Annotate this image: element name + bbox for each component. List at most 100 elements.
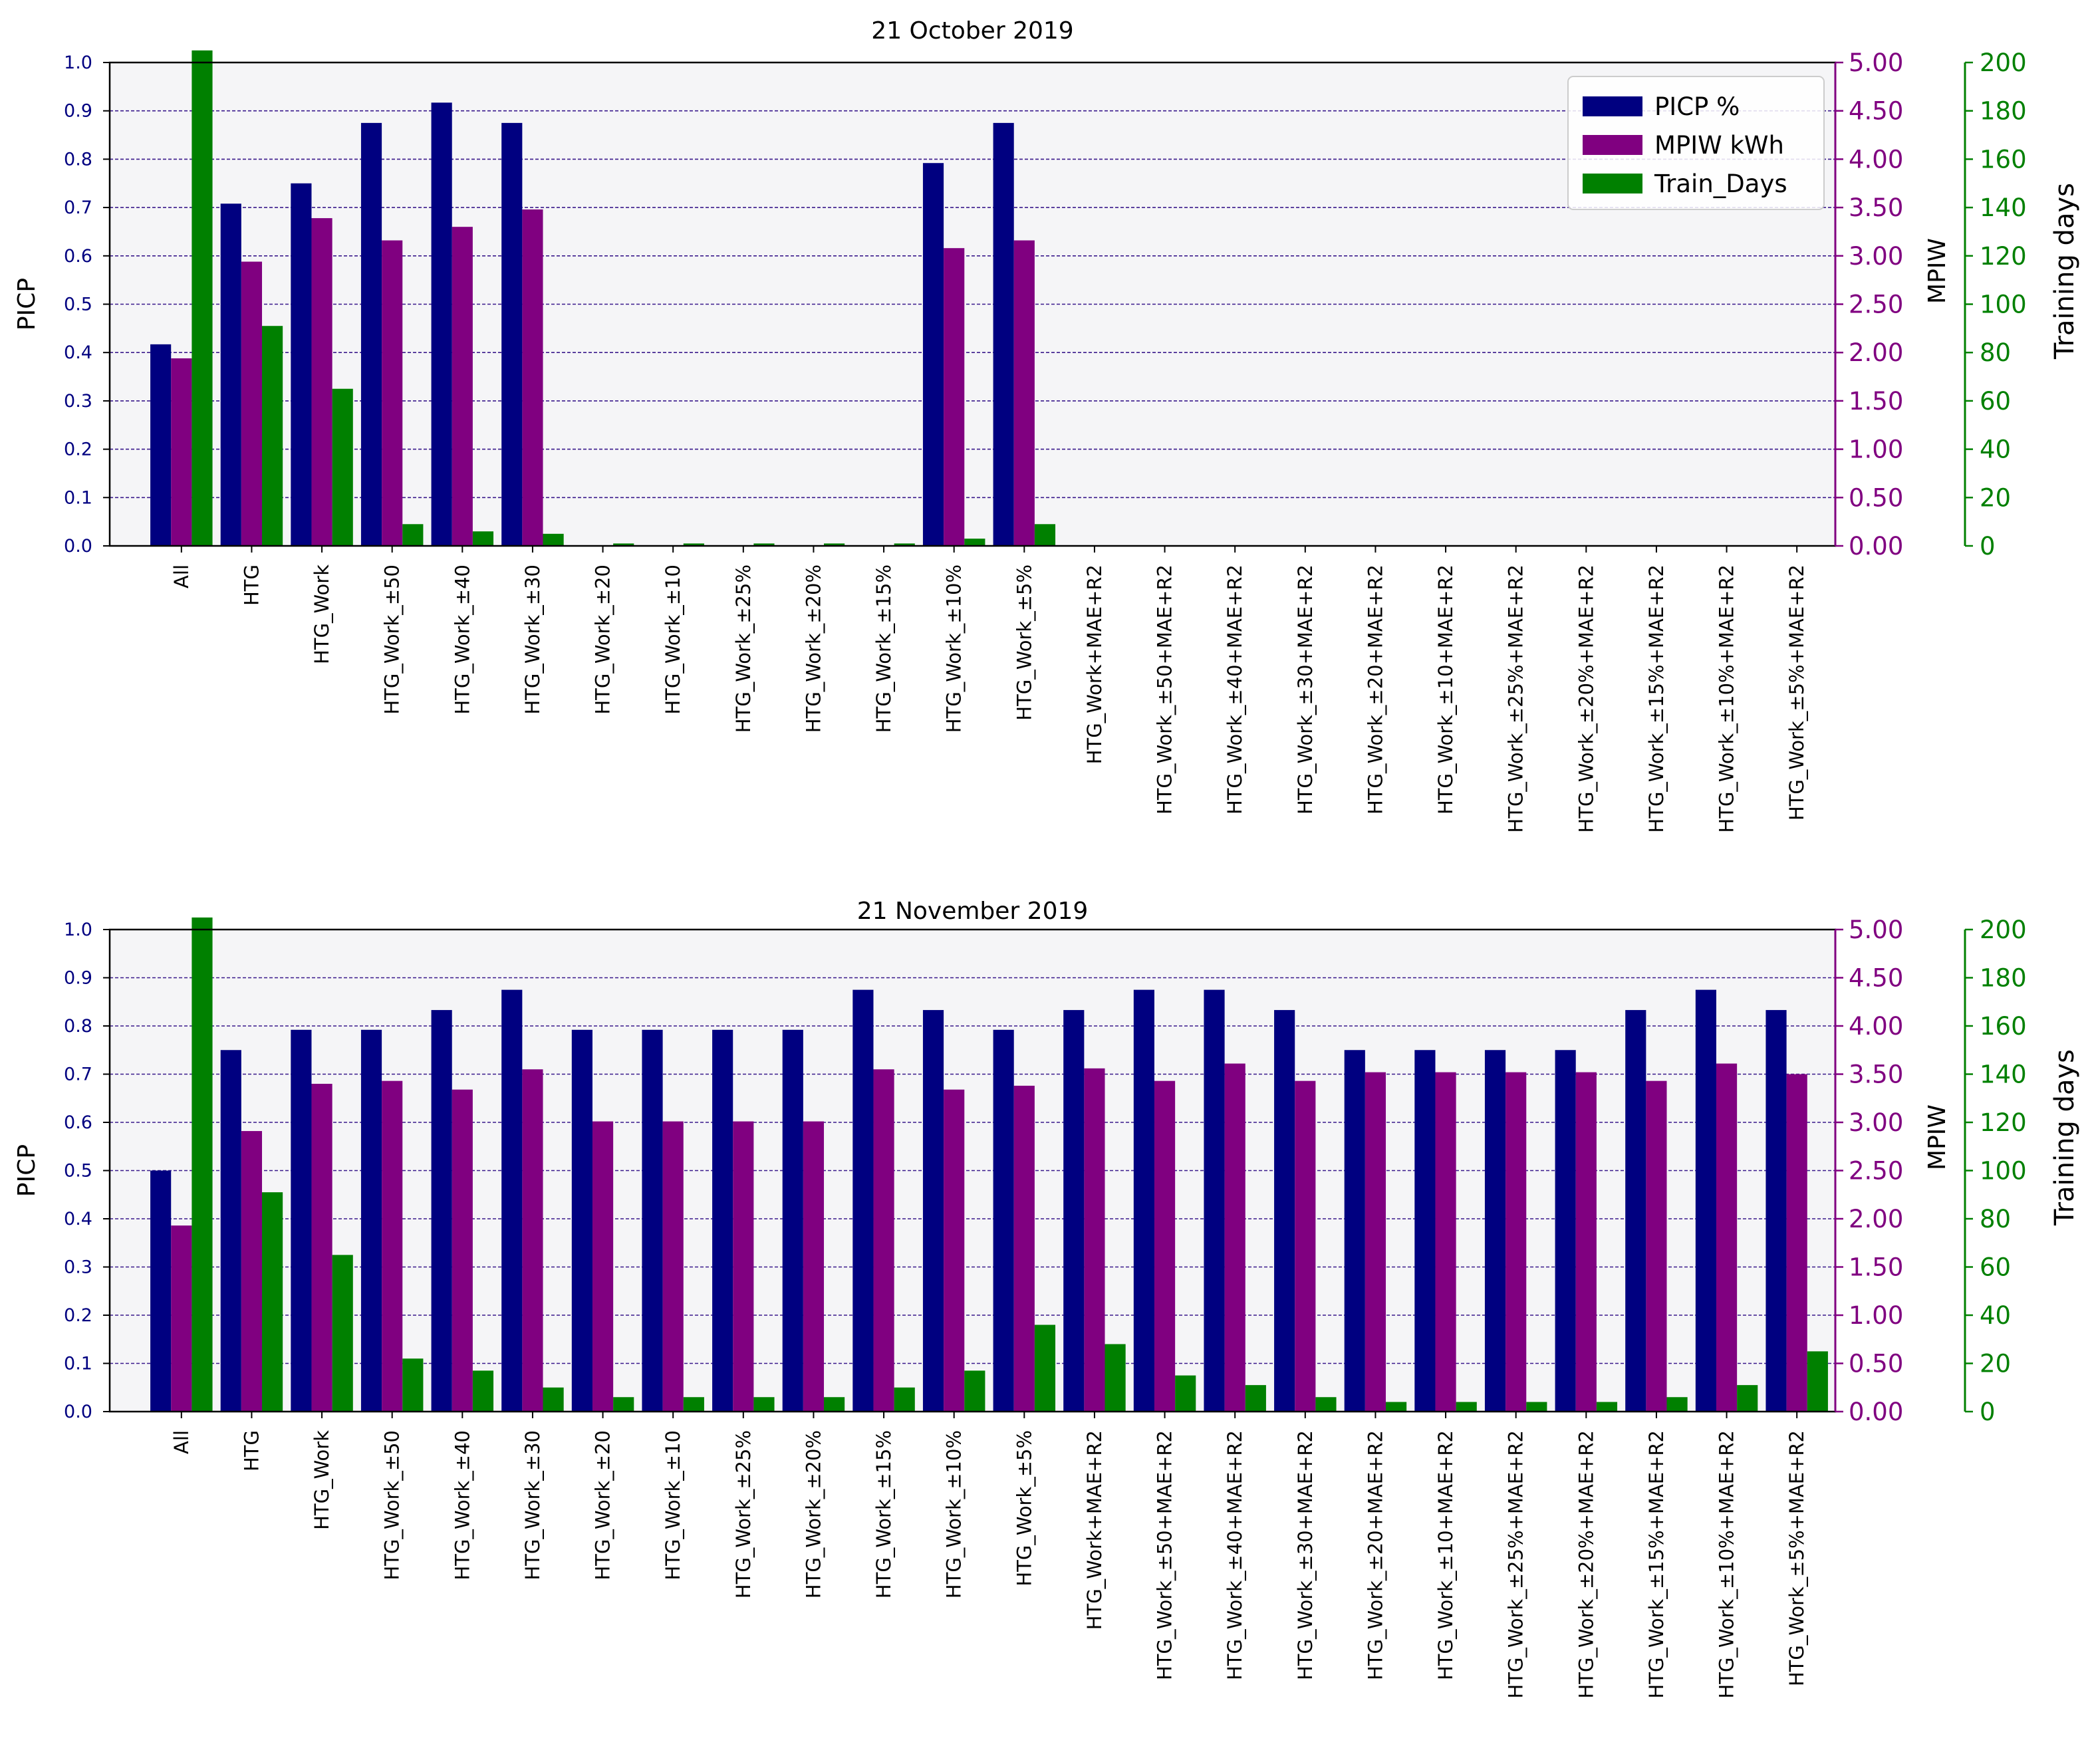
y-tick-label: 0.1 <box>64 1354 92 1374</box>
chart-title: 21 November 2019 <box>857 898 1089 925</box>
bar-picp <box>431 1010 452 1412</box>
bar-train <box>1034 524 1056 546</box>
x-tick-label: HTG_Work_±40+MAE+R2 <box>1224 1430 1246 1680</box>
x-tick-label: HTG_Work_±50+MAE+R2 <box>1154 565 1176 815</box>
bar-mpiw <box>1505 1072 1527 1412</box>
bar-mpiw <box>171 358 192 546</box>
bar-picp <box>712 1029 733 1412</box>
mpiw-tick-label: 0.50 <box>1849 483 1903 512</box>
train-tick-label: 0 <box>1980 532 1996 561</box>
x-tick-label: HTG_Work_±15% <box>872 565 895 733</box>
train-tick-label: 200 <box>1980 916 2027 944</box>
bar-picp <box>1555 1050 1576 1412</box>
mpiw-tick-label: 5.00 <box>1849 49 1903 77</box>
x-tick-label: HTG_Work_±40 <box>451 1430 473 1580</box>
y-tick-label: 0.9 <box>64 968 92 989</box>
bar-mpiw <box>1084 1068 1105 1412</box>
x-tick-label: HTG_Work_±20+MAE+R2 <box>1364 1430 1386 1680</box>
bar-train <box>824 1397 845 1412</box>
x-tick-label: HTG_Work_±30 <box>521 565 544 715</box>
y-tick-label: 0.2 <box>64 1305 92 1326</box>
bar-picp <box>1414 1050 1436 1412</box>
bar-train <box>543 533 564 546</box>
mpiw-tick-label: 5.00 <box>1849 916 1903 944</box>
bar-mpiw <box>522 1069 543 1412</box>
bar-train <box>1526 1402 1547 1412</box>
y-tick-label: 0.3 <box>64 391 92 412</box>
legend-swatch-picp <box>1583 96 1642 116</box>
mpiw-tick-label: 4.00 <box>1849 145 1903 174</box>
bar-train <box>683 543 704 546</box>
bar-picp <box>1625 1010 1646 1412</box>
bar-train <box>543 1387 564 1412</box>
train-tick-label: 80 <box>1980 338 2011 367</box>
train-tick-label: 60 <box>1980 387 2011 416</box>
bar-mpiw <box>1295 1080 1316 1412</box>
bar-train <box>1666 1397 1688 1412</box>
bar-mpiw <box>1013 240 1035 546</box>
train-tick-label: 60 <box>1980 1253 2011 1282</box>
bar-train <box>824 543 845 546</box>
bar-picp <box>501 989 523 1412</box>
bar-mpiw <box>1224 1063 1245 1412</box>
bar-train <box>1245 1385 1266 1412</box>
bar-picp <box>501 122 523 546</box>
bar-mpiw <box>944 1089 965 1412</box>
bar-mpiw <box>382 1080 403 1412</box>
x-tick-label: HTG_Work_±40 <box>451 565 473 715</box>
train-tick-label: 180 <box>1980 964 2027 993</box>
x-tick-label: HTG_Work_±20%+MAE+R2 <box>1575 1430 1597 1699</box>
chart-title: 21 October 2019 <box>871 17 1073 45</box>
bar-mpiw <box>944 248 965 546</box>
bar-train <box>402 1358 424 1412</box>
bar-picp <box>291 183 312 546</box>
train-tick-label: 40 <box>1980 436 2011 464</box>
legend-label-train: Train_Days <box>1654 170 1787 198</box>
bar-picp <box>220 1050 241 1412</box>
bar-train <box>1315 1397 1337 1412</box>
bar-picp <box>431 102 452 546</box>
mpiw-tick-label: 2.00 <box>1849 1205 1903 1233</box>
mpiw-axis-label: MPIW <box>1924 238 1951 304</box>
bar-picp <box>150 344 172 546</box>
x-tick-label: HTG_Work_±20%+MAE+R2 <box>1575 565 1597 833</box>
bar-train <box>1386 1402 1407 1412</box>
mpiw-tick-label: 0.50 <box>1849 1350 1903 1378</box>
train-tick-label: 200 <box>1980 49 2027 77</box>
bar-mpiw <box>241 261 263 546</box>
bar-train <box>1034 1324 1056 1412</box>
mpiw-tick-label: 1.50 <box>1849 1253 1903 1282</box>
y-tick-label: 0.9 <box>64 101 92 122</box>
x-tick-label: HTG_Work_±10% <box>943 1430 966 1598</box>
x-tick-label: HTG_Work_±10 <box>662 565 684 715</box>
bar-picp <box>291 1029 312 1412</box>
bar-mpiw <box>241 1131 263 1412</box>
bar-picp <box>922 1010 944 1412</box>
mpiw-tick-label: 3.00 <box>1849 1108 1903 1137</box>
train-tick-label: 40 <box>1980 1301 2011 1330</box>
y-tick-label: 0.7 <box>64 197 92 218</box>
x-tick-label: HTG_Work_±15%+MAE+R2 <box>1645 565 1668 833</box>
bar-mpiw <box>1154 1080 1176 1412</box>
x-tick-label: HTG_Work <box>311 1430 333 1530</box>
x-tick-label: HTG_Work_±10% <box>943 565 966 733</box>
mpiw-tick-label: 1.50 <box>1849 387 1903 416</box>
x-tick-label: HTG_Work_±5% <box>1013 565 1035 721</box>
x-tick-label: HTG_Work_±10 <box>662 1430 684 1580</box>
x-tick-label: HTG_Work_±20 <box>592 1430 614 1580</box>
mpiw-tick-label: 2.00 <box>1849 338 1903 367</box>
bar-train <box>613 543 634 546</box>
x-tick-label: HTG_Work_±25%+MAE+R2 <box>1505 1430 1527 1699</box>
x-tick-label: All <box>170 565 193 588</box>
mpiw-tick-label: 1.00 <box>1849 1301 1903 1330</box>
mpiw-tick-label: 2.50 <box>1849 291 1903 319</box>
x-tick-label: HTG_Work_±25% <box>732 1430 755 1598</box>
bar-train <box>1596 1402 1618 1412</box>
train-tick-label: 0 <box>1980 1398 1996 1426</box>
y-tick-label: 0.4 <box>64 342 92 363</box>
y-tick-label: 0.0 <box>64 1402 92 1422</box>
x-tick-label: HTG_Work_±50 <box>381 1430 404 1580</box>
y-tick-label: 0.2 <box>64 440 92 460</box>
x-tick-label: HTG_Work_±50 <box>381 565 404 715</box>
x-tick-label: HTG_Work+MAE+R2 <box>1083 1430 1106 1630</box>
